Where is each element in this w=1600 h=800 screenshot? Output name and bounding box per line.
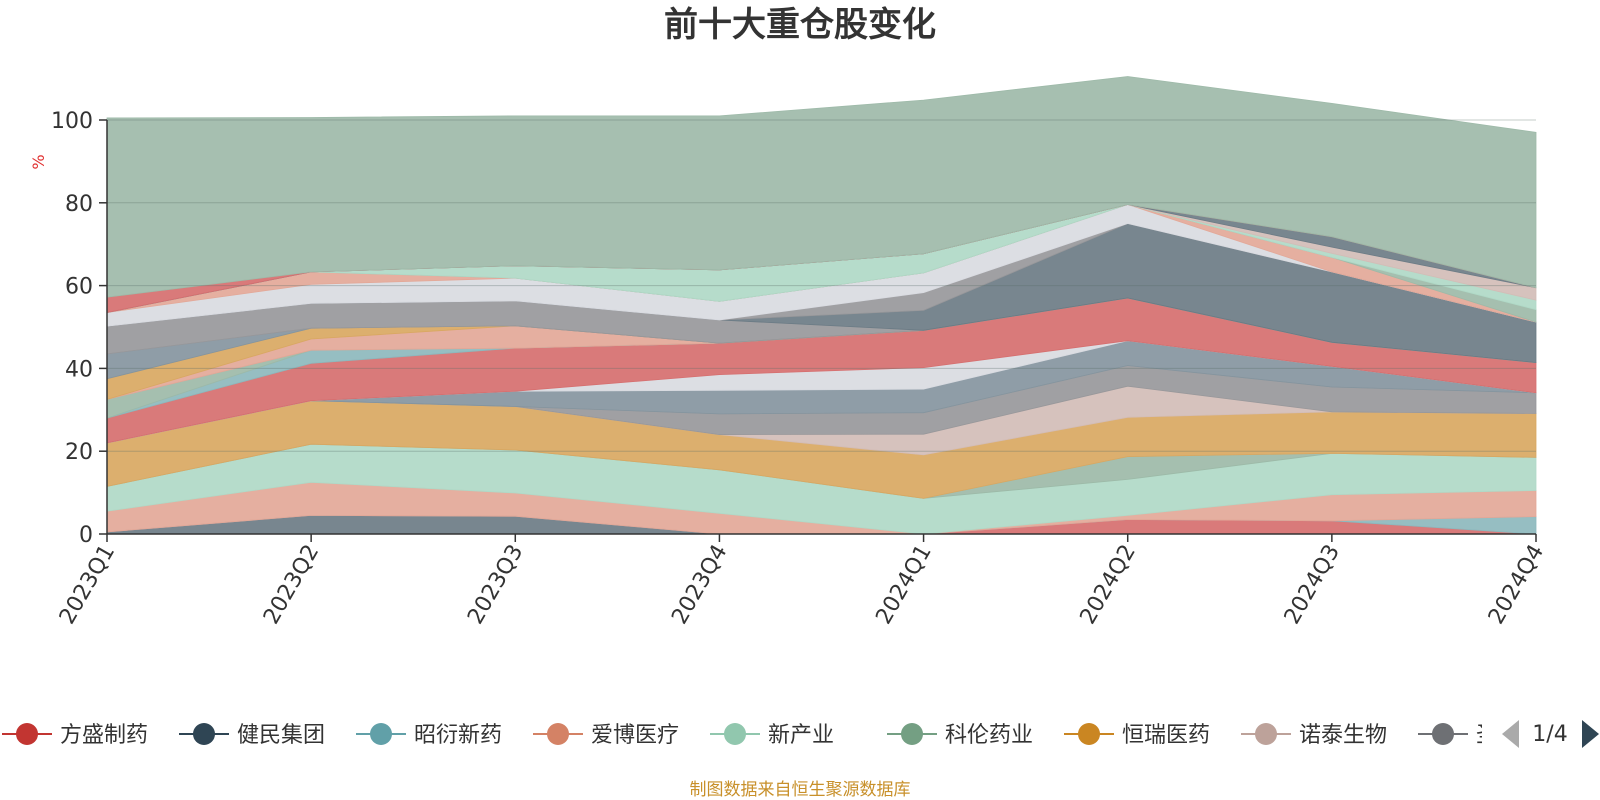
gridlines xyxy=(107,119,1536,452)
x-tick-label: 2024Q1 xyxy=(871,541,936,629)
legend-item[interactable]: 方盛制药 xyxy=(2,723,148,748)
legend-marker-icon xyxy=(547,723,569,745)
legend-prev-icon[interactable] xyxy=(1502,720,1519,748)
legend-marker-icon xyxy=(193,723,215,745)
legend-item[interactable]: 新产业 xyxy=(710,723,834,748)
legend-item[interactable]: 科伦药业 xyxy=(887,723,1033,748)
legend-marker-icon xyxy=(724,723,746,745)
legend-label: 诺泰生物 xyxy=(1299,723,1387,748)
legend-page-indicator: 1/4 xyxy=(1532,722,1567,747)
legend-label: 健民集团 xyxy=(237,723,325,748)
legend-label: 爱博医疗 xyxy=(591,723,679,748)
y-tick-label: 20 xyxy=(65,440,93,465)
area-series-group xyxy=(106,76,1537,535)
x-tick-label: 2023Q3 xyxy=(463,541,528,629)
legend-label: 新产业 xyxy=(768,723,834,748)
legend-marker-icon xyxy=(1255,723,1277,745)
x-tick-label: 2023Q2 xyxy=(259,541,324,629)
legend-label: 方盛制药 xyxy=(60,723,148,748)
x-tick-label: 2024Q2 xyxy=(1076,541,1141,629)
chart-title: 前十大重仓股变化 xyxy=(664,5,936,45)
legend-marker-icon xyxy=(1078,723,1100,745)
y-tick-label: 40 xyxy=(65,357,93,382)
legend-item[interactable]: 恒瑞医药 xyxy=(1064,723,1210,748)
y-axis-unit: % xyxy=(29,154,48,169)
legend-item[interactable]: 昭衍新药 xyxy=(356,723,502,748)
y-tick-label: 60 xyxy=(65,275,93,300)
legend-pager[interactable]: 1/4 xyxy=(1502,720,1599,748)
legend-item[interactable]: 圣湘生物 xyxy=(1418,723,1564,748)
legend-item[interactable]: 诺泰生物 xyxy=(1241,723,1387,748)
x-tick-label: 2023Q1 xyxy=(55,541,120,629)
x-tick-label: 2024Q3 xyxy=(1280,541,1345,629)
legend-marker-icon xyxy=(1432,723,1454,745)
legend-marker-icon xyxy=(16,723,38,745)
legend-next-icon[interactable] xyxy=(1582,720,1599,748)
legend-marker-icon xyxy=(901,723,923,745)
y-tick-label: 100 xyxy=(51,109,93,134)
y-tick-label: 0 xyxy=(79,523,93,548)
legend-label: 恒瑞医药 xyxy=(1122,723,1210,748)
legend-label: 科伦药业 xyxy=(945,723,1033,748)
legend-label: 昭衍新药 xyxy=(414,723,502,748)
legend-label: 圣湘生物 xyxy=(1476,723,1564,748)
legend-marker-icon xyxy=(370,723,392,745)
legend[interactable]: 方盛制药 健民集团 昭衍新药 爱博医疗 新产业 科伦药业 恒瑞医药 诺泰生物 圣湘生物 xyxy=(2,723,1564,748)
x-tick-label: 2024Q4 xyxy=(1484,541,1549,629)
x-tick-label: 2023Q4 xyxy=(667,541,732,629)
y-tick-label: 80 xyxy=(65,192,93,217)
legend-item[interactable]: 爱博医疗 xyxy=(533,723,679,748)
legend-item[interactable]: 健民集团 xyxy=(179,723,325,748)
data-source-footer: 制图数据来自恒生聚源数据库 xyxy=(690,780,911,800)
area-series-27 xyxy=(106,76,1537,298)
